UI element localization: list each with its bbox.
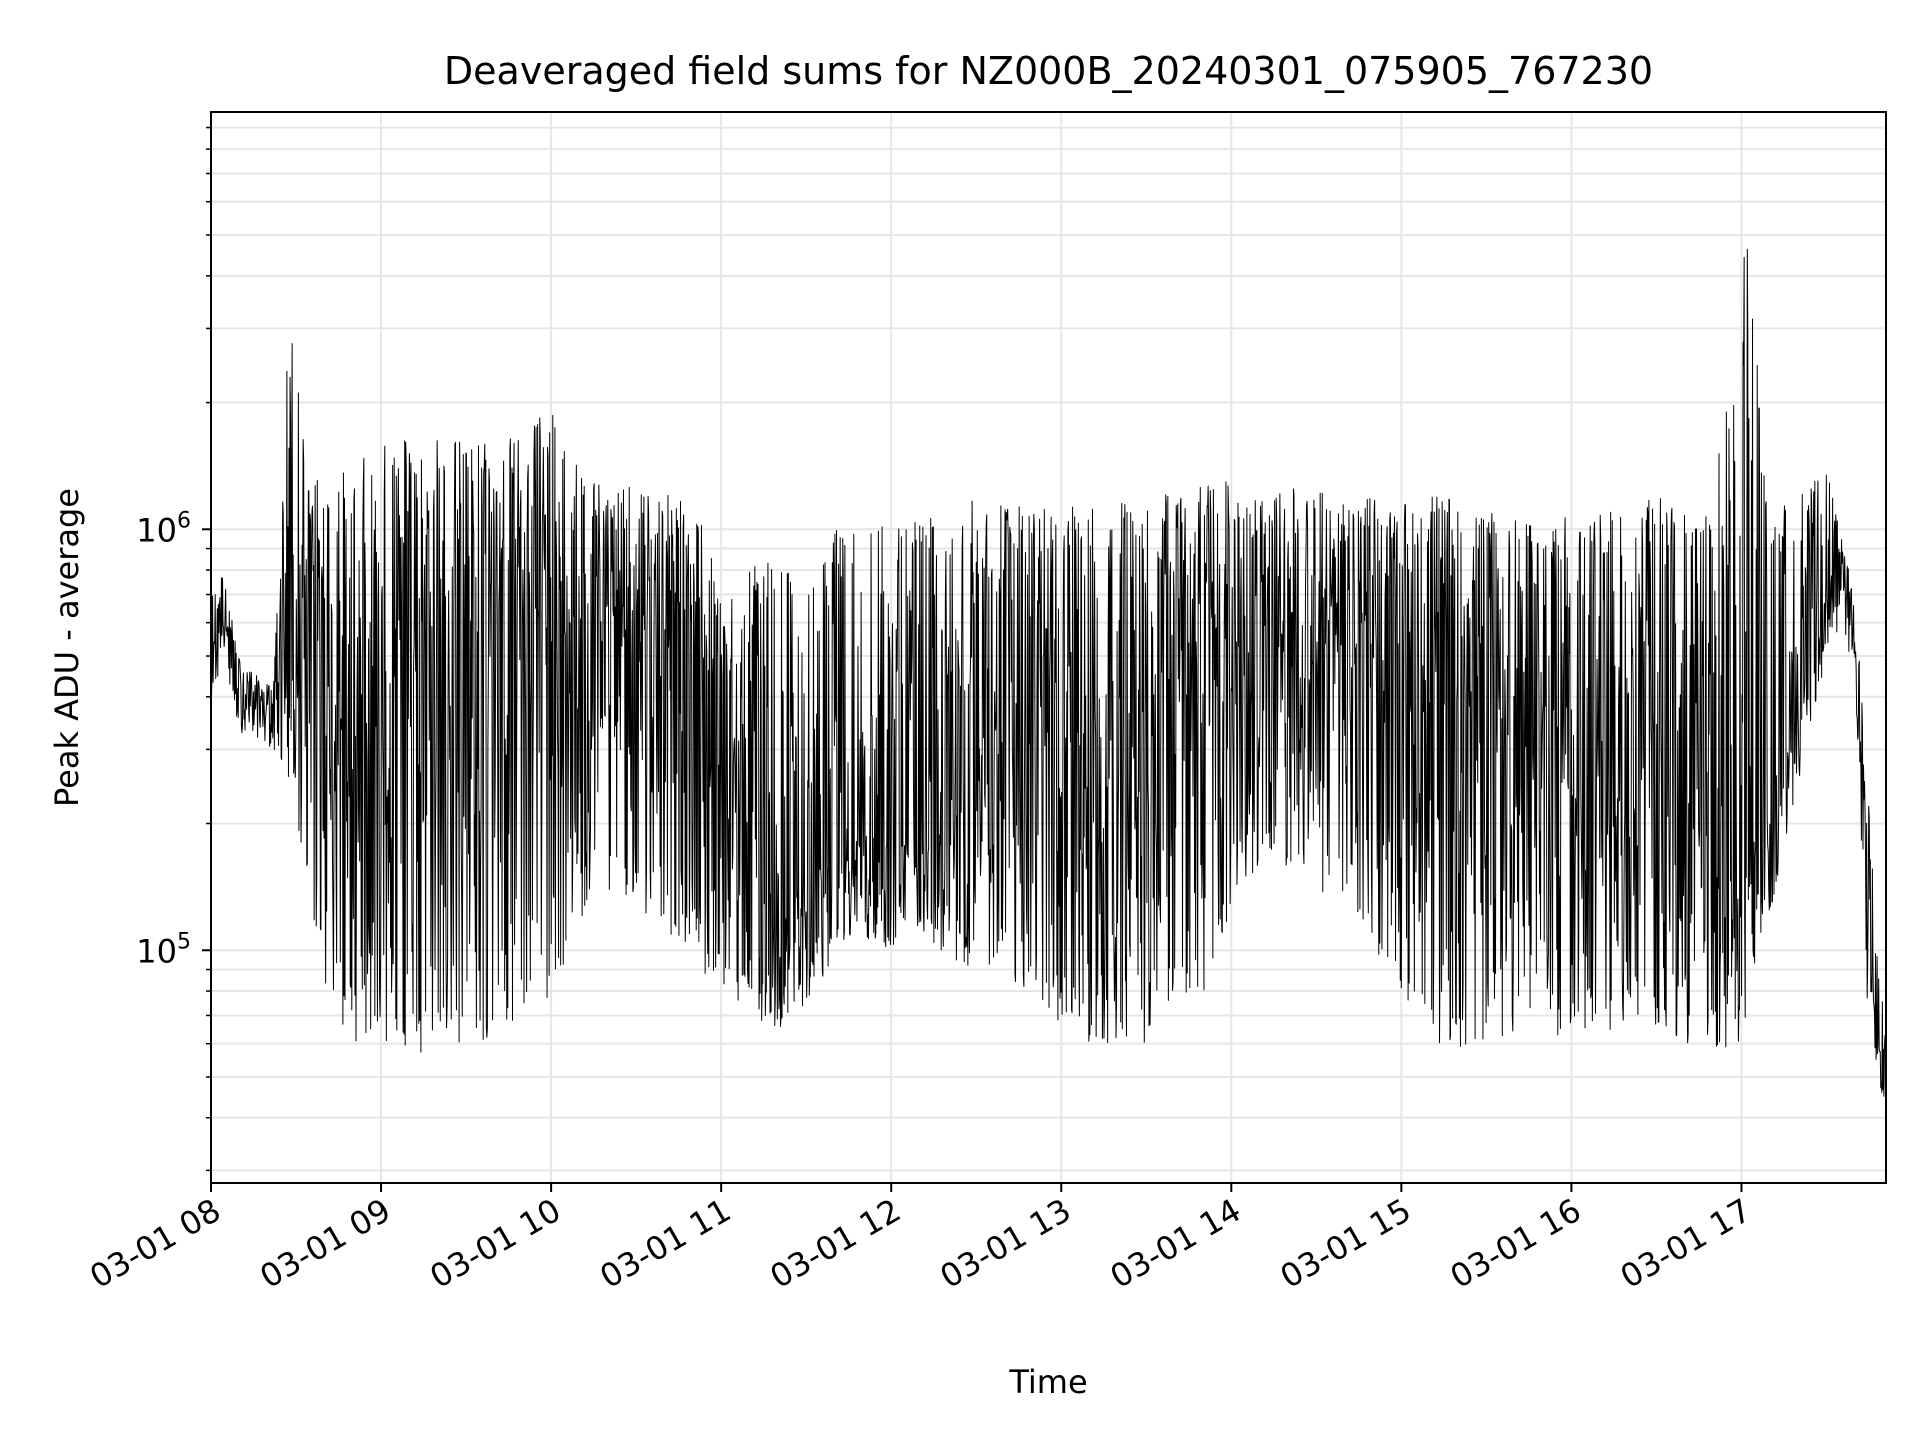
y-axis-label: Peak ADU - average <box>48 488 86 807</box>
series-line <box>210 248 1887 1097</box>
y-tick-label: 105 <box>136 929 191 970</box>
y-tick-label: 106 <box>136 508 191 549</box>
chart-title: Deaveraged field sums for NZ000B_2024030… <box>444 49 1653 93</box>
plot-frame <box>210 111 1887 1184</box>
data-layer <box>210 248 1887 1097</box>
x-axis-label: Time <box>1008 1363 1087 1401</box>
